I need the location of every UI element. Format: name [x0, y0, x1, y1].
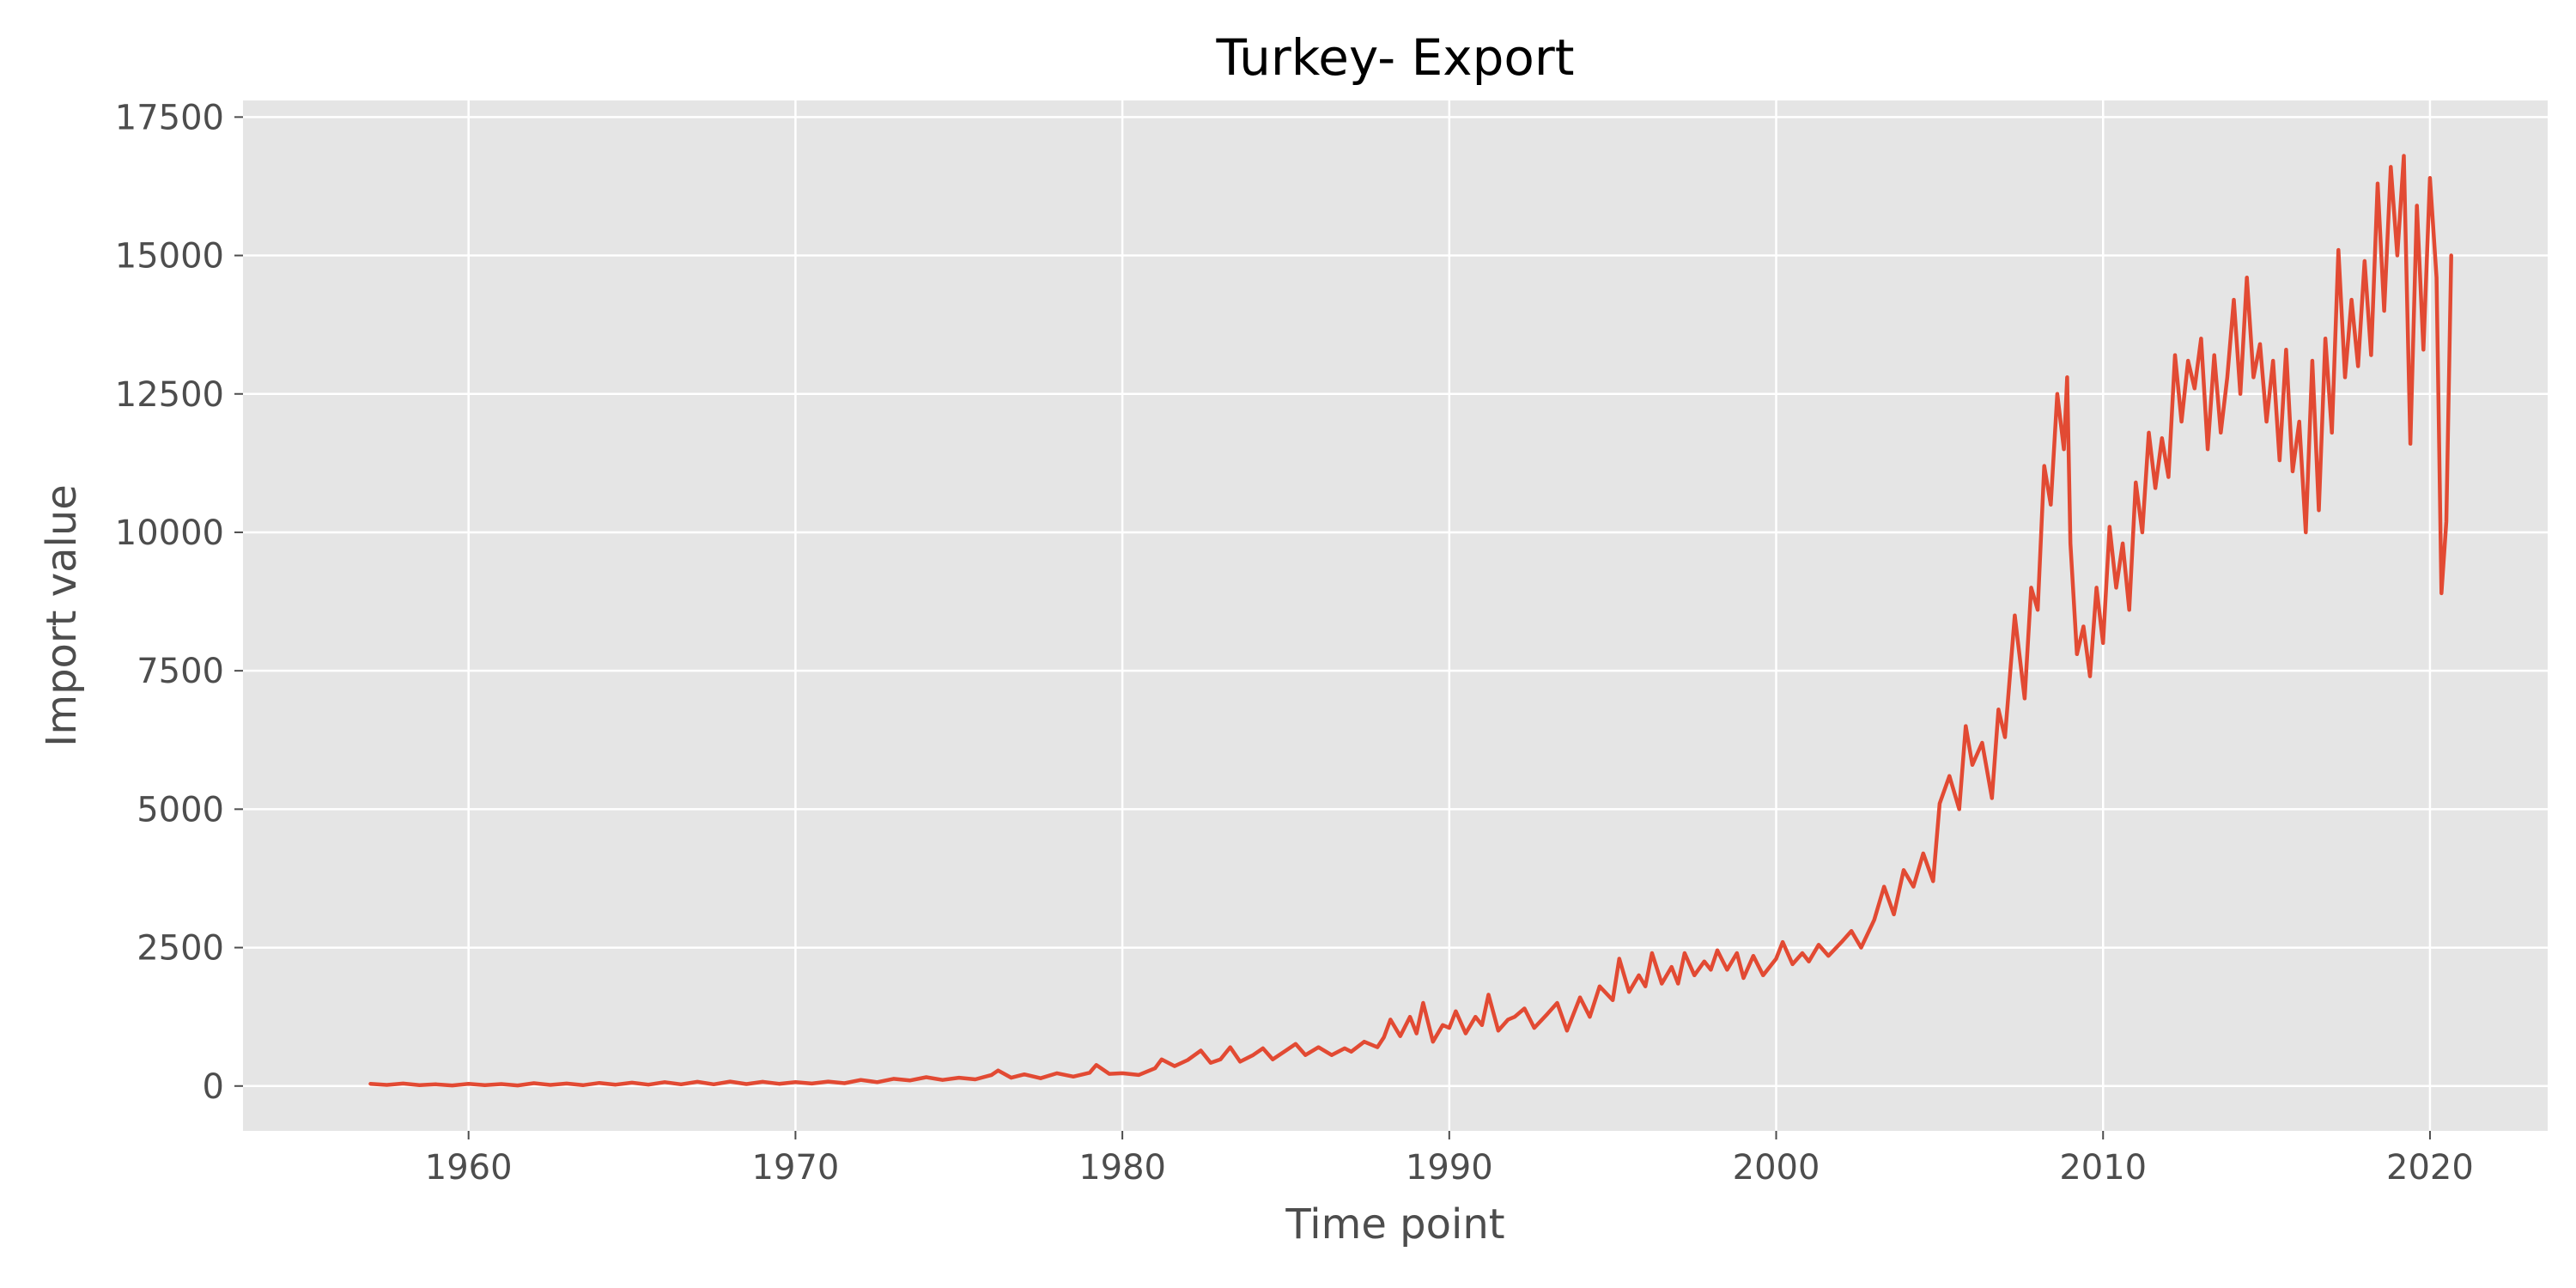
x-tick-label: 2020 — [2386, 1148, 2474, 1188]
y-tick-label: 10000 — [115, 513, 224, 553]
x-tick-label: 1970 — [752, 1148, 840, 1188]
y-tick-label: 5000 — [137, 790, 224, 829]
tick-layer: 1960 1970 1980 1990 2000 2010 2020 0 2500 5000 750… — [115, 98, 2474, 1188]
y-tick-label: 12500 — [115, 375, 224, 415]
series-layer — [368, 154, 2453, 1088]
y-tick-label: 2500 — [137, 929, 224, 969]
x-axis-label: Time point — [1285, 1200, 1504, 1249]
x-tick-label: 2000 — [1733, 1148, 1820, 1188]
plot-area — [243, 100, 2548, 1131]
chart-title: Turkey- Export — [1216, 28, 1575, 87]
x-tick-label: 2010 — [2059, 1148, 2147, 1188]
y-tick-label: 15000 — [115, 237, 224, 276]
y-tick-label: 0 — [203, 1067, 224, 1107]
y-tick-label: 7500 — [137, 652, 224, 691]
x-tick-label: 1990 — [1406, 1148, 1493, 1188]
x-tick-label: 1960 — [425, 1148, 513, 1188]
y-tick-label: 17500 — [115, 98, 224, 137]
series-line — [368, 154, 2453, 1088]
x-tick-label: 1980 — [1078, 1148, 1166, 1188]
grid-layer — [243, 100, 2548, 1131]
y-axis-label: Import value — [38, 484, 86, 747]
